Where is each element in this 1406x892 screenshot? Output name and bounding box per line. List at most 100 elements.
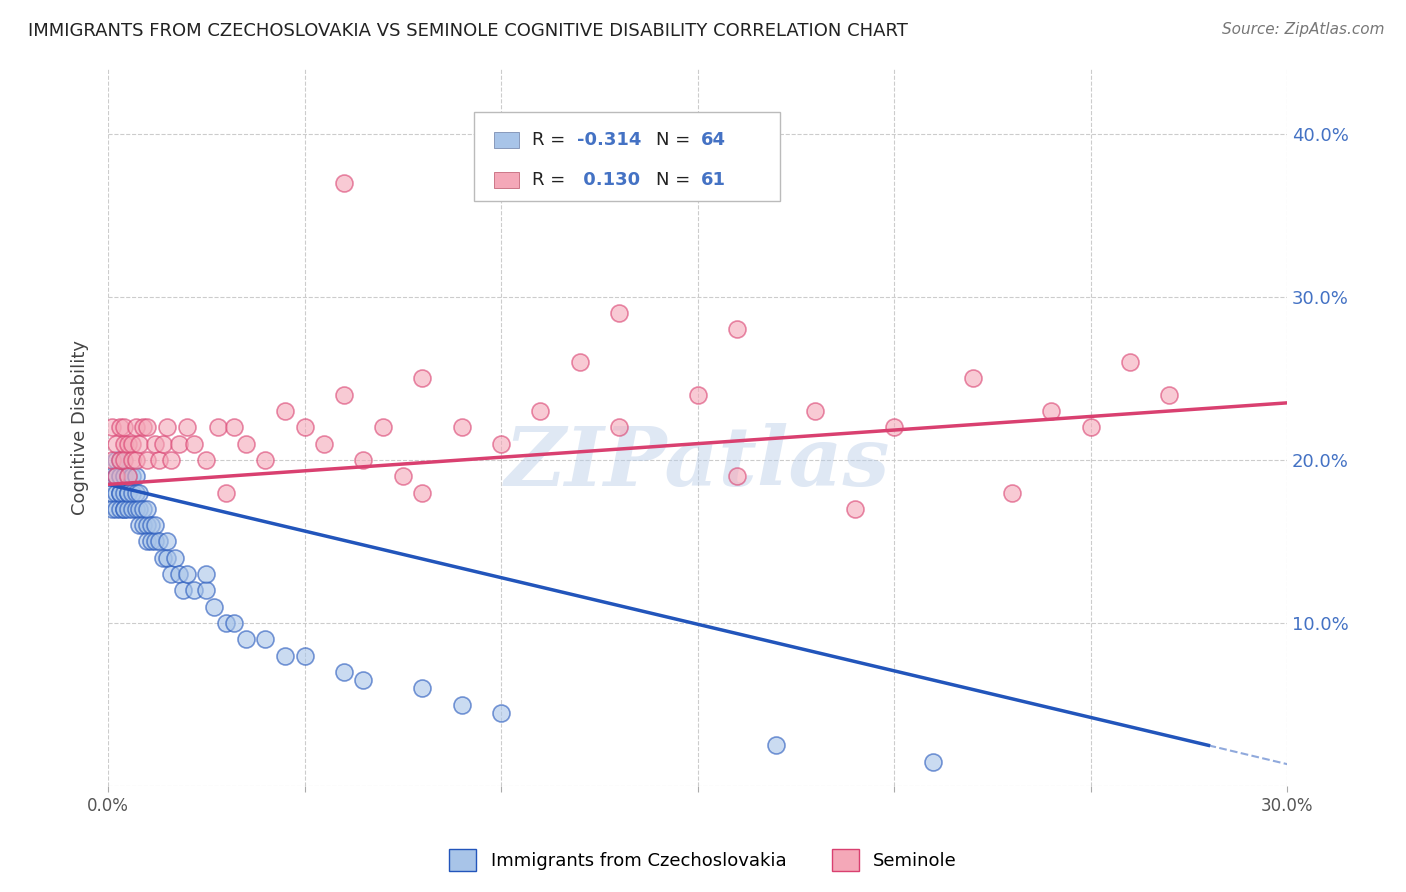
Point [1001,485,1024,500]
Point [117,485,139,500]
Point [117,485,139,500]
Point [108,485,131,500]
Point [215,485,238,500]
Point [183,436,205,450]
Point [104,485,127,500]
Point [112,501,135,516]
Point [607,420,630,434]
FancyBboxPatch shape [494,132,519,148]
Point [143,436,166,450]
Point [148,534,170,549]
Point [136,453,159,467]
Text: R =: R = [533,170,571,189]
Point [104,436,127,450]
Point [333,388,356,402]
Point [765,739,787,753]
Point [450,420,472,434]
Point [353,453,375,467]
Point [152,550,174,565]
Point [121,453,143,467]
Point [117,469,139,483]
Point [124,453,146,467]
Point [411,371,433,385]
Point [274,648,297,663]
Point [112,453,135,467]
Point [371,420,394,434]
Point [108,420,131,434]
Point [143,518,166,533]
Point [124,469,146,483]
Point [254,632,277,647]
Point [167,567,190,582]
Point [222,615,245,630]
Point [124,420,146,434]
Point [962,371,984,385]
Point [101,501,124,516]
Point [117,501,139,516]
Legend: Immigrants from Czechoslovakia, Seminole: Immigrants from Czechoslovakia, Seminole [441,842,965,879]
Point [294,420,316,434]
Point [156,420,179,434]
Point [254,453,277,467]
Text: Source: ZipAtlas.com: Source: ZipAtlas.com [1222,22,1385,37]
Point [235,632,257,647]
Point [1159,388,1181,402]
Point [391,469,413,483]
Point [121,485,143,500]
Point [117,436,139,450]
Point [128,485,150,500]
Point [143,534,166,549]
Point [1080,420,1102,434]
Text: N =: N = [657,131,696,149]
Point [101,420,124,434]
Point [112,436,135,450]
Point [804,404,827,418]
Point [117,469,139,483]
Point [124,485,146,500]
Point [489,706,512,720]
Point [183,583,205,598]
Text: 61: 61 [702,170,725,189]
Point [333,665,356,679]
Point [108,453,131,467]
Point [411,485,433,500]
Point [136,534,159,549]
Point [294,648,316,663]
Y-axis label: Cognitive Disability: Cognitive Disability [72,340,89,515]
Point [450,698,472,712]
Point [112,501,135,516]
Point [132,518,155,533]
Point [167,436,190,450]
Point [136,420,159,434]
Point [132,501,155,516]
Point [104,453,127,467]
FancyBboxPatch shape [494,172,519,187]
Point [207,420,229,434]
Point [112,485,135,500]
Point [112,469,135,483]
Point [529,404,551,418]
Point [101,469,124,483]
Point [922,755,945,769]
Point [314,436,336,450]
Point [136,501,159,516]
Point [136,518,159,533]
Point [195,567,218,582]
Point [202,599,225,614]
Point [195,453,218,467]
Text: ZIPatlas: ZIPatlas [505,423,890,503]
Point [333,176,356,190]
Point [148,453,170,467]
Point [101,453,124,467]
Text: 64: 64 [702,131,725,149]
Point [156,534,179,549]
Point [101,485,124,500]
Point [160,567,183,582]
Point [104,501,127,516]
Point [607,306,630,320]
Point [128,436,150,450]
Point [353,673,375,687]
Point [172,583,194,598]
Point [152,436,174,450]
Point [112,420,135,434]
